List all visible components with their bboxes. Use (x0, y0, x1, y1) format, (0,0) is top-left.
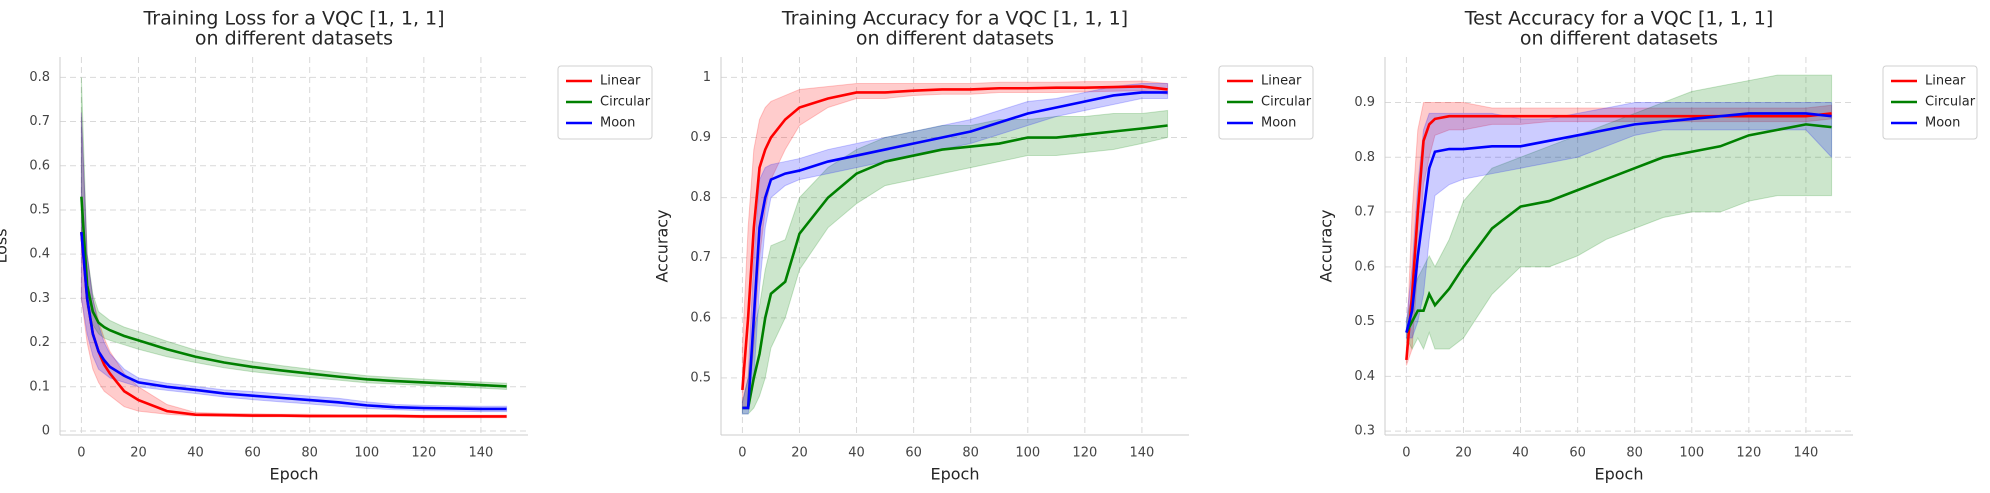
y-axis-label: Accuracy (653, 209, 672, 282)
x-tick-label: 60 (244, 446, 261, 461)
x-axis-label: Epoch (1595, 465, 1644, 484)
legend-label: Moon (1261, 116, 1296, 131)
x-tick-label: 80 (962, 446, 979, 461)
band (80, 112, 508, 419)
y-tick-label: 0.9 (1354, 95, 1375, 110)
x-tick-label: 40 (1512, 446, 1529, 461)
x-tick-label: 0 (77, 446, 85, 461)
y-tick-label: 0.6 (29, 158, 50, 173)
y-axis-label: Loss (0, 228, 11, 263)
series-line (741, 85, 1168, 391)
y-tick-label: 0.8 (690, 190, 711, 205)
series-line (80, 196, 507, 388)
subplot: 0.3 0.4 0.5 0.6 0.7 0.8 0.9 0 20 40 60 80 100 120 140 T… (1317, 8, 1978, 484)
subplot: 0 0.1 0.2 0.3 0.4 0.5 0.6 0.7 0.8 0 20 40 60 80 100 120… (0, 8, 653, 484)
band (1405, 101, 1833, 366)
x-tick-label: 0 (738, 446, 746, 461)
y-tick-label: 0.5 (690, 370, 711, 385)
y-axis-label: Accuracy (1317, 209, 1336, 282)
y-tick-label: 0.2 (29, 335, 50, 350)
series-line (742, 124, 1168, 410)
series-line (1405, 112, 1832, 361)
y-tick-label: 0.3 (29, 291, 50, 306)
y-tick-label: 0.8 (1354, 150, 1375, 165)
legend-label: Linear (600, 74, 641, 89)
series-line (1405, 123, 1832, 334)
x-axis-label: Epoch (931, 465, 980, 484)
x-tick-label: 40 (848, 446, 865, 461)
legend-box (1218, 65, 1314, 140)
y-tick-label: 0.9 (690, 130, 711, 145)
legend-label: Circular (1261, 95, 1312, 110)
x-tick-label: 120 (1736, 446, 1761, 461)
series-line (1405, 112, 1832, 333)
series-line (80, 231, 507, 411)
legend-label: Moon (600, 116, 635, 131)
x-tick-label: 140 (469, 446, 494, 461)
y-tick-label: 0.7 (690, 250, 711, 265)
legend-label: Linear (1925, 74, 1966, 89)
y-tick-label: 0.4 (1354, 369, 1375, 384)
chart-title: on different datasets (195, 28, 393, 50)
y-tick-label: 0.5 (1354, 314, 1375, 329)
legend-label: Circular (1925, 95, 1976, 110)
chart-title: Test Accuracy for a VQC [1, 1, 1] (1464, 8, 1774, 30)
series-line (742, 91, 1168, 410)
series-line (80, 231, 507, 418)
x-tick-label: 100 (1015, 446, 1040, 461)
band (741, 80, 1169, 409)
y-tick-label: 0.1 (29, 379, 50, 394)
x-tick-label: 40 (187, 446, 204, 461)
band (741, 109, 1169, 415)
x-axis-label: Epoch (270, 465, 319, 484)
x-tick-label: 20 (1455, 446, 1472, 461)
x-tick-label: 20 (130, 446, 147, 461)
chart-title: Training Accuracy for a VQC [1, 1, 1] (781, 8, 1128, 30)
chart-title: Training Loss for a VQC [1, 1, 1] (142, 8, 444, 30)
x-tick-label: 140 (1130, 446, 1155, 461)
y-tick-label: 0.7 (29, 114, 50, 129)
x-tick-label: 0 (1402, 446, 1410, 461)
chart-title: on different datasets (1520, 28, 1718, 50)
x-tick-label: 80 (1626, 446, 1643, 461)
y-tick-label: 0.8 (29, 70, 50, 85)
x-tick-label: 140 (1794, 446, 1819, 461)
y-tick-label: 0.3 (1354, 424, 1375, 439)
y-tick-label: 0.6 (1354, 259, 1375, 274)
band (741, 82, 1169, 415)
x-tick-label: 120 (411, 446, 436, 461)
x-tick-label: 20 (791, 446, 808, 461)
legend-label: Circular (600, 95, 651, 110)
x-tick-label: 80 (301, 446, 318, 461)
band (80, 112, 508, 413)
band (80, 77, 508, 390)
legend-label: Moon (1925, 116, 1960, 131)
legend-label: Linear (1261, 74, 1302, 89)
y-tick-label: 0.4 (29, 247, 50, 262)
x-tick-label: 60 (1569, 446, 1586, 461)
chart-title: on different datasets (856, 28, 1054, 50)
y-tick-label: 0.5 (29, 202, 50, 217)
x-tick-label: 60 (905, 446, 922, 461)
y-tick-label: 0 (42, 424, 50, 439)
band (1405, 101, 1833, 339)
subplot: 0.5 0.6 0.7 0.8 0.9 1 0 20 40 60 80 100 120 140 Traini… (653, 8, 1314, 484)
y-tick-label: 0.7 (1354, 205, 1375, 220)
x-tick-label: 120 (1072, 446, 1097, 461)
y-tick-label: 0.6 (690, 310, 711, 325)
x-tick-label: 100 (354, 446, 379, 461)
y-tick-label: 1 (703, 70, 711, 85)
x-tick-label: 100 (1679, 446, 1704, 461)
legend-box (1882, 65, 1978, 140)
legend-box (557, 65, 653, 140)
